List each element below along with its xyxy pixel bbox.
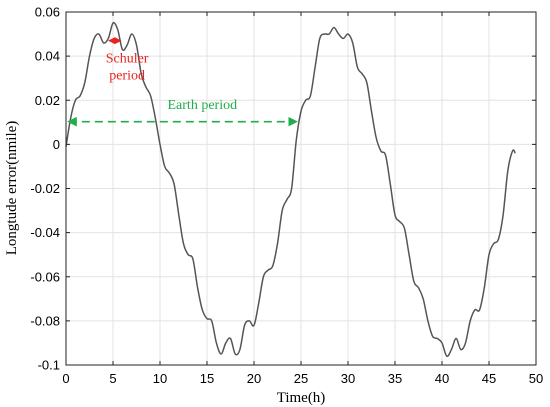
y-tick-label: 0	[53, 137, 60, 152]
y-tick-label: 0.06	[35, 5, 60, 20]
x-tick-label: 20	[247, 371, 261, 386]
x-tick-label: 0	[62, 371, 69, 386]
series-layer	[65, 21, 516, 358]
x-axis-title: Time(h)	[277, 390, 326, 406]
x-tick-label: 45	[482, 371, 496, 386]
x-tick-label: 25	[294, 371, 308, 386]
schuler-label-line: period	[109, 69, 145, 84]
x-tick-label: 30	[341, 371, 355, 386]
y-tick-label: 0.02	[35, 93, 60, 108]
x-tick-label: 10	[153, 371, 167, 386]
earth-label: Earth period	[168, 98, 238, 113]
y-tick-label: -0.04	[30, 225, 60, 240]
y-tick-label: -0.06	[30, 269, 60, 284]
y-tick-label: 0.04	[35, 49, 60, 64]
x-tick-label: 40	[435, 371, 449, 386]
annotation-layer: Schuler period Earth period	[67, 37, 298, 127]
ticks: 0 5 10 15 20 25 30 35 40 45 50 -0.1 -0.08 -0.06 -0.04 -…	[30, 5, 543, 387]
series-line	[65, 21, 516, 358]
x-tick-label: 35	[388, 371, 402, 386]
x-tick-label: 50	[529, 371, 543, 386]
y-axis-title: Longtude error(nmile)	[4, 121, 20, 256]
x-tick-label: 5	[109, 371, 116, 386]
x-tick-label: 15	[200, 371, 214, 386]
schuler-label-line: Schuler	[106, 52, 149, 67]
y-tick-label: -0.02	[30, 181, 60, 196]
y-tick-label: -0.08	[30, 313, 60, 328]
y-tick-label: -0.1	[38, 358, 60, 373]
